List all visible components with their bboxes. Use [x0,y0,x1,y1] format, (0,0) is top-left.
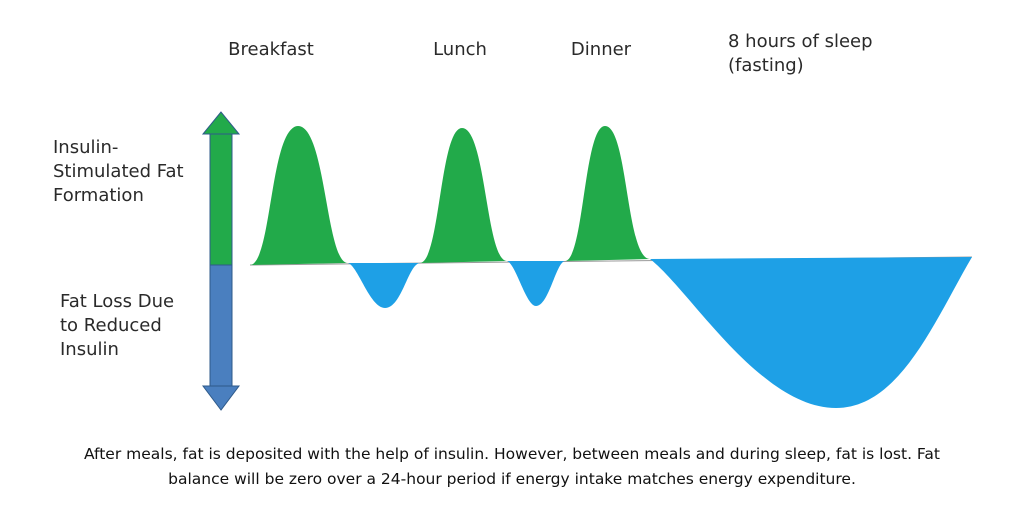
fat-formation-line1: Insulin- [53,137,119,158]
sleep-loss-dip [650,257,972,408]
caption-line2: balance will be zero over a 24-hour peri… [168,470,856,488]
breakfast-label: Breakfast [228,39,314,60]
arrow-top-head [201,111,241,135]
fat-formation-line3: Formation [53,185,144,206]
dinner-label: Dinner [570,39,632,60]
morning-loss-dip [348,263,420,308]
caption-line1: After meals, fat is deposited with the h… [83,445,941,463]
fat-formation-line2: Stimulated Fat [53,161,184,182]
caption: After meals, fat is deposited with the h… [20,442,1004,492]
fat-loss-line2: to Reduced [60,315,162,336]
sleep-label: 8 hours of sleep (fasting) [728,30,873,78]
dinner-gain-hump [565,126,650,261]
lunch-gain-hump [420,128,507,263]
arrow-top-shaft [209,132,233,266]
sleep-label-line2: (fasting) [728,55,804,76]
double-arrow-icon [201,111,241,411]
fat-loss-label: Fat Loss Due to Reduced Insulin [60,290,174,362]
arrow-bottom-shaft [209,264,233,388]
fat-loss-line3: Insulin [60,339,119,360]
fat-formation-label: Insulin- Stimulated Fat Formation [53,136,184,208]
arrow-bottom-head [202,385,240,411]
breakfast-gain-hump [250,126,348,265]
fat-loss-line1: Fat Loss Due [60,291,175,312]
afternoon-loss-dip [507,261,565,306]
lunch-label: Lunch [433,39,487,60]
sleep-label-line1: 8 hours of sleep [728,31,873,52]
